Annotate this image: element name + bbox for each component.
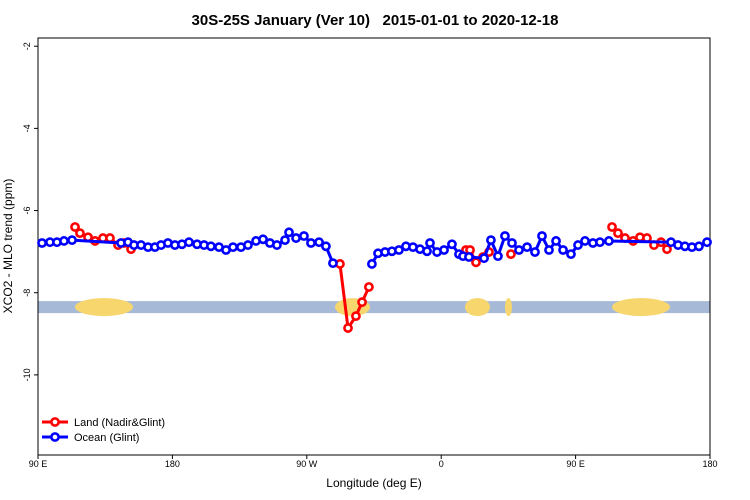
point	[551, 236, 561, 246]
point	[506, 249, 516, 260]
x-tick-label: 180	[702, 459, 717, 469]
legend-marker	[50, 417, 60, 427]
point	[70, 222, 80, 232]
x-axis-label: Longitude (deg E)	[326, 476, 421, 490]
point	[314, 237, 324, 248]
point	[367, 259, 377, 269]
point	[493, 251, 503, 262]
point	[471, 257, 481, 268]
point	[284, 227, 294, 238]
legend-label: Ocean (Glint)	[74, 432, 139, 444]
point	[321, 241, 331, 252]
point	[206, 241, 216, 252]
point	[464, 252, 474, 262]
ocean-mask	[38, 301, 710, 314]
point	[662, 244, 672, 255]
point	[351, 311, 361, 322]
point	[514, 245, 524, 255]
point	[425, 238, 435, 248]
point	[75, 228, 85, 239]
point	[544, 245, 554, 255]
point	[479, 253, 489, 264]
point	[343, 323, 353, 333]
point	[105, 233, 115, 243]
point	[566, 249, 576, 260]
x-tick-label: 90 E	[566, 459, 585, 469]
land-mask	[504, 298, 512, 317]
point	[228, 242, 238, 253]
x-tick-label: 0	[439, 459, 444, 469]
point	[447, 239, 457, 250]
point	[37, 238, 47, 248]
point	[439, 245, 449, 255]
plot-frame	[37, 37, 711, 456]
point	[558, 245, 568, 255]
point	[580, 236, 590, 246]
point	[607, 222, 617, 232]
point	[243, 240, 253, 250]
x-tick-label: 90 E	[29, 459, 48, 469]
point	[486, 235, 496, 246]
point	[530, 247, 540, 257]
point	[357, 297, 367, 308]
point	[595, 237, 605, 248]
point	[67, 235, 77, 246]
point	[258, 234, 268, 245]
point	[59, 236, 69, 246]
point	[394, 245, 404, 255]
point	[507, 238, 517, 248]
point	[613, 228, 623, 239]
point	[291, 233, 301, 243]
point	[537, 231, 547, 241]
y-tick-label: -4	[22, 124, 32, 132]
land-mask	[464, 298, 491, 317]
point	[694, 241, 704, 252]
point	[280, 235, 290, 246]
point	[604, 236, 614, 246]
point	[272, 240, 282, 250]
point	[500, 231, 510, 241]
point	[364, 282, 374, 292]
y-tick-label: -2	[22, 42, 32, 50]
land-mask	[75, 298, 133, 317]
point	[573, 240, 583, 250]
y-tick-label: -8	[22, 289, 32, 297]
chart-title: 30S-25S January (Ver 10) 2015-01-01 to 2…	[192, 12, 559, 29]
y-tick-label: -10	[22, 368, 32, 381]
point	[306, 238, 316, 248]
y-tick-label: -6	[22, 207, 32, 215]
y-axis-label: XCO2 - MLO trend (ppm)	[1, 179, 15, 314]
legend-marker	[50, 432, 60, 442]
legend-label: Land (Nadir&Glint)	[74, 417, 165, 429]
point	[328, 258, 338, 269]
point	[184, 237, 194, 248]
point	[422, 246, 432, 257]
land-mask	[612, 298, 670, 317]
point	[299, 231, 309, 241]
point	[522, 242, 532, 253]
x-tick-label: 180	[165, 459, 180, 469]
x-tick-label: 90 W	[296, 459, 318, 469]
point	[702, 237, 712, 248]
